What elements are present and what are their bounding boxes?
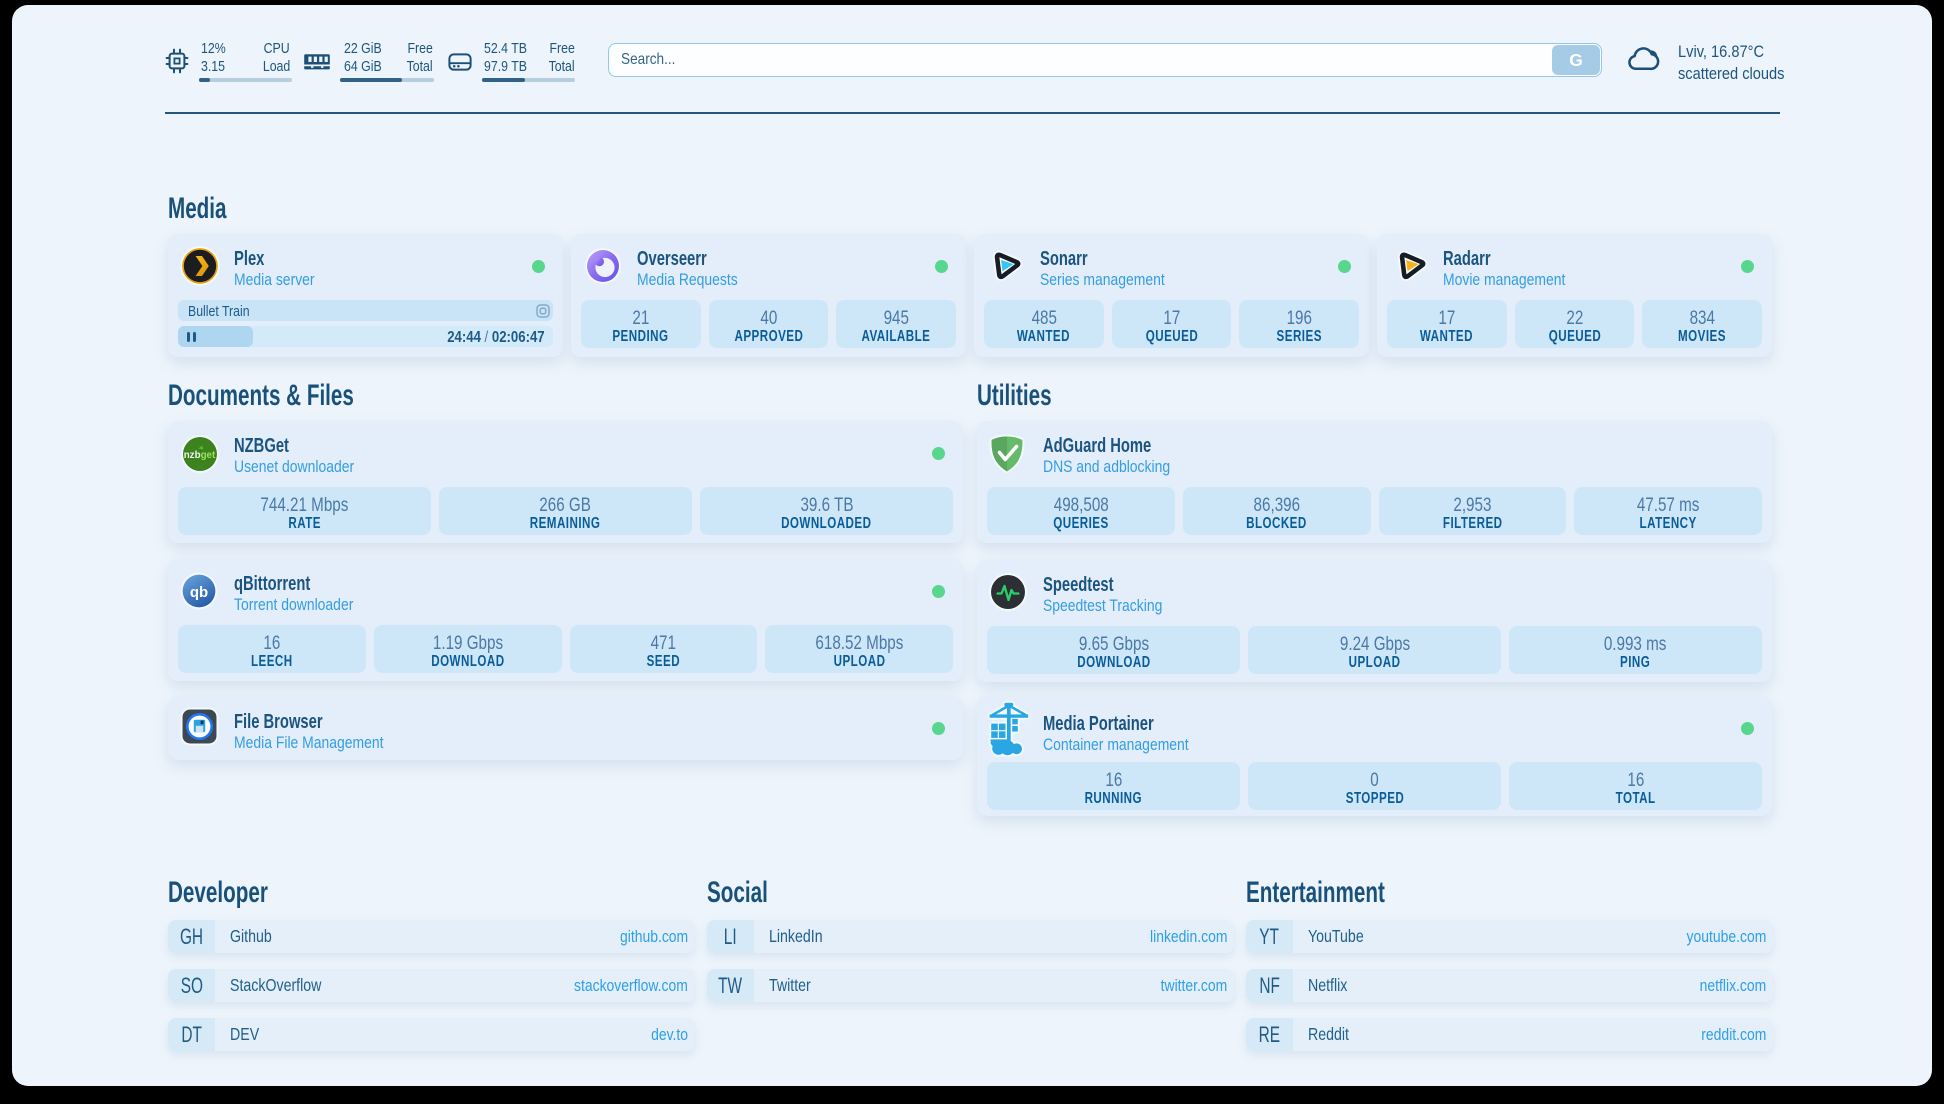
svg-text:qb: qb: [190, 584, 208, 601]
svg-text:nzbget: nzbget: [184, 450, 216, 461]
